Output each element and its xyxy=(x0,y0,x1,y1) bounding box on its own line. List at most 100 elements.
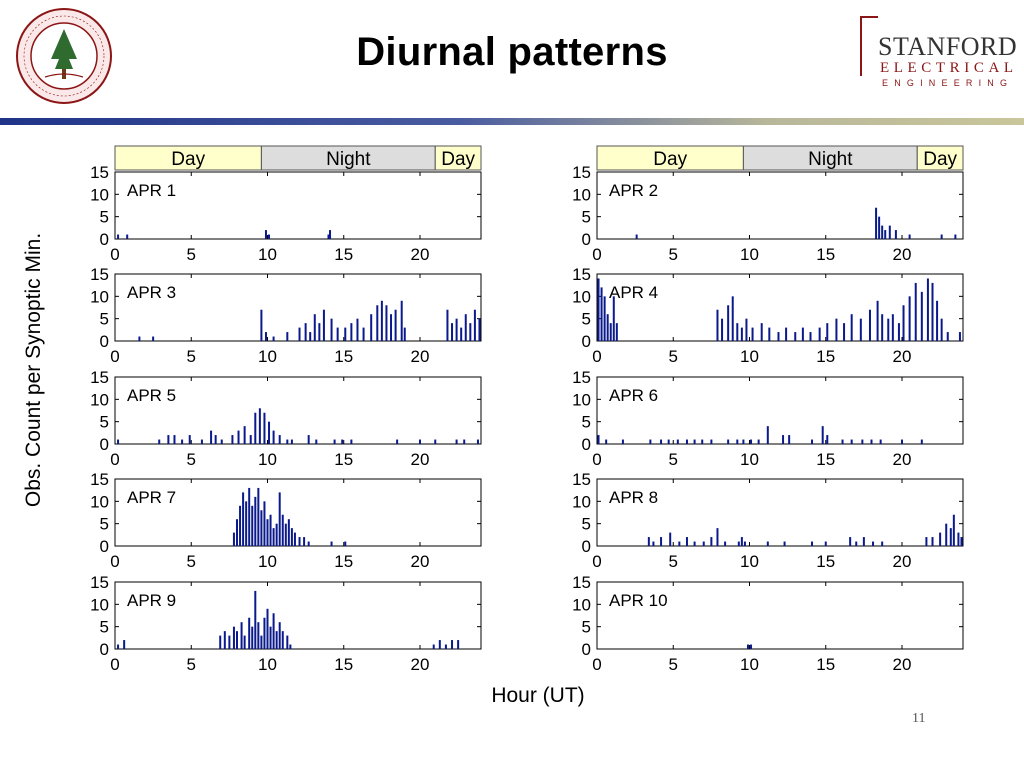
y-tick-label: 10 xyxy=(90,287,109,306)
y-tick-label: 15 xyxy=(572,265,591,284)
data-bar xyxy=(788,435,791,444)
data-bar xyxy=(309,332,312,341)
data-bar xyxy=(478,318,481,341)
time-band-label: Day xyxy=(923,149,957,170)
x-tick-label: 5 xyxy=(669,245,678,264)
data-bar xyxy=(298,327,301,341)
x-tick-label: 5 xyxy=(187,347,196,366)
page-number: 11 xyxy=(912,711,926,726)
y-tick-label: 0 xyxy=(100,435,109,454)
x-tick-label: 15 xyxy=(334,245,353,264)
data-bar xyxy=(801,327,804,341)
data-bar xyxy=(239,505,242,546)
data-bar xyxy=(272,613,275,649)
data-bar xyxy=(710,439,713,444)
data-bar xyxy=(236,519,238,546)
data-bar xyxy=(249,435,252,444)
y-tick-label: 5 xyxy=(100,310,109,329)
y-tick-label: 5 xyxy=(582,310,591,329)
data-bar xyxy=(278,492,281,546)
y-tick-label: 0 xyxy=(582,640,591,659)
x-axis-label: Hour (UT) xyxy=(491,684,584,707)
data-bar xyxy=(307,541,310,546)
data-bar xyxy=(835,318,838,341)
panel-label: APR 1 xyxy=(127,181,176,200)
data-bar xyxy=(263,501,266,546)
data-bar xyxy=(243,426,246,444)
y-tick-label: 15 xyxy=(90,573,109,592)
data-bar xyxy=(307,435,310,444)
data-bar xyxy=(278,622,281,649)
data-bar xyxy=(126,234,129,239)
data-bar xyxy=(322,309,325,341)
time-band-1-1 xyxy=(742,145,918,171)
data-bar xyxy=(821,426,824,444)
data-bar xyxy=(914,282,917,341)
time-band-label: Night xyxy=(326,149,371,170)
data-bar xyxy=(287,519,290,546)
data-bar xyxy=(117,234,120,239)
data-bar xyxy=(117,644,120,649)
data-bar xyxy=(740,537,743,546)
data-bar xyxy=(330,318,333,341)
y-tick-label: 5 xyxy=(582,413,591,432)
y-tick-label: 0 xyxy=(582,332,591,351)
data-bar xyxy=(257,622,260,649)
data-bar xyxy=(743,541,746,546)
data-bar xyxy=(318,323,321,341)
data-bar xyxy=(746,644,749,649)
data-bar xyxy=(750,644,753,649)
y-tick-label: 10 xyxy=(572,492,591,511)
y-tick-label: 0 xyxy=(582,230,591,249)
data-bar xyxy=(615,323,618,341)
data-bar xyxy=(920,439,923,444)
data-bar xyxy=(263,412,266,444)
x-tick-label: 0 xyxy=(110,552,119,571)
data-bar xyxy=(826,323,829,341)
data-bar xyxy=(931,282,934,341)
x-tick-label: 15 xyxy=(816,245,835,264)
y-tick-label: 5 xyxy=(100,413,109,432)
y-tick-label: 15 xyxy=(90,163,109,182)
data-bar xyxy=(257,487,260,546)
data-bar xyxy=(888,225,891,239)
x-tick-label: 15 xyxy=(334,450,353,469)
logo-line-3: ENGINEERING xyxy=(882,78,1014,88)
x-tick-label: 10 xyxy=(740,552,759,571)
data-bar xyxy=(745,318,748,341)
data-bar xyxy=(385,305,388,341)
data-bar xyxy=(245,501,248,546)
data-bar xyxy=(370,314,373,341)
data-bar xyxy=(327,234,330,239)
time-band-1-2 xyxy=(916,145,964,171)
data-bar xyxy=(181,439,184,444)
data-bar xyxy=(597,435,600,444)
data-bar xyxy=(376,305,379,341)
y-tick-label: 15 xyxy=(572,573,591,592)
time-band-label: Night xyxy=(808,149,853,170)
x-tick-label: 0 xyxy=(592,347,601,366)
x-tick-label: 5 xyxy=(187,552,196,571)
data-bar xyxy=(843,323,846,341)
data-bar xyxy=(635,234,638,239)
x-tick-label: 10 xyxy=(258,450,277,469)
x-tick-label: 0 xyxy=(592,245,601,264)
data-bar xyxy=(396,439,399,444)
data-bar xyxy=(878,216,881,239)
data-bar xyxy=(685,439,688,444)
data-bar xyxy=(220,439,223,444)
data-bar xyxy=(727,305,730,341)
panel-frame xyxy=(114,376,482,445)
data-bar xyxy=(242,492,245,546)
data-bar xyxy=(920,291,923,341)
data-bar xyxy=(849,537,852,546)
data-bar xyxy=(251,505,254,546)
data-bar xyxy=(248,617,251,649)
data-bar xyxy=(243,635,246,649)
data-bar xyxy=(455,318,458,341)
x-tick-label: 10 xyxy=(740,347,759,366)
data-bar xyxy=(236,631,238,649)
data-bar xyxy=(200,439,203,444)
data-bar xyxy=(881,225,884,239)
